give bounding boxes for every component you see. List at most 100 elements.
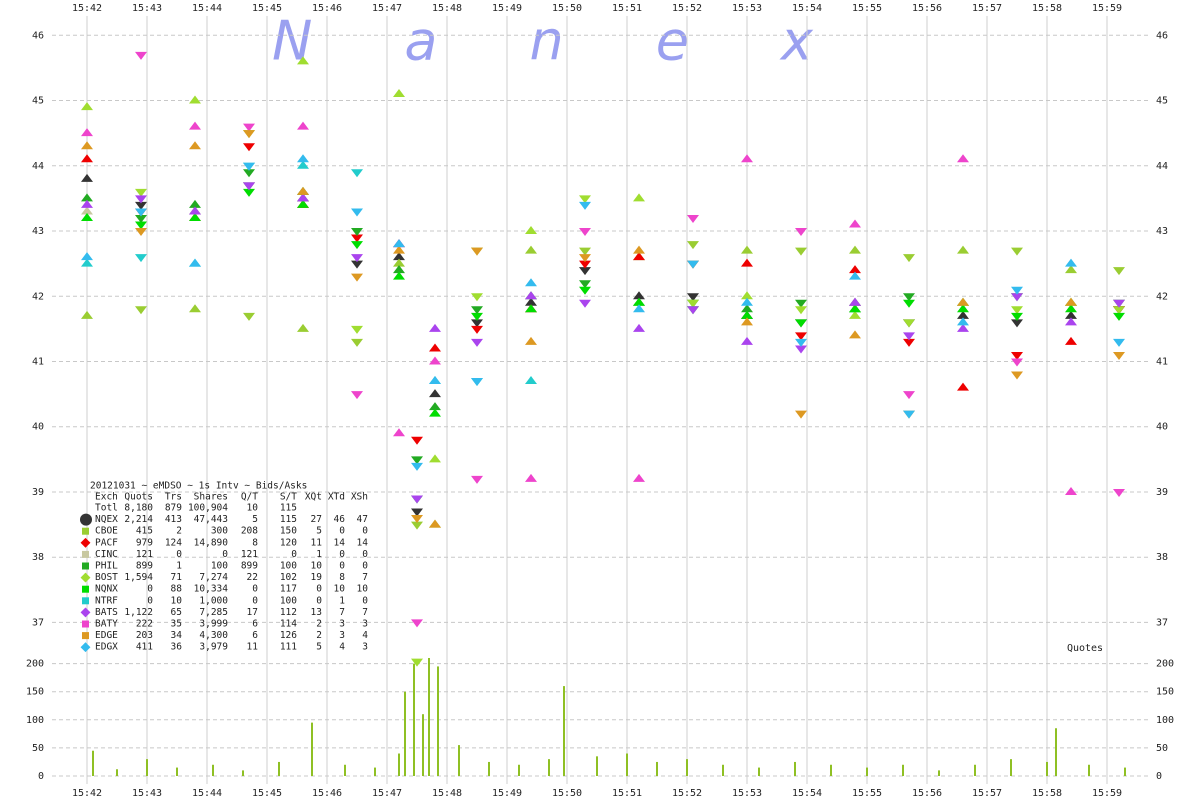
- quote-marker: [351, 260, 363, 269]
- table-cell: 102: [280, 572, 297, 583]
- table-cell: 27: [311, 514, 322, 525]
- quote-marker: [297, 121, 309, 130]
- x-tick-label: 15:52: [672, 3, 702, 14]
- bar: [488, 761, 490, 776]
- table-cell: 0: [252, 595, 258, 606]
- row-label: Totl: [95, 503, 118, 514]
- y-tick-label: 200: [26, 659, 44, 670]
- x-tick-label: 15:43: [132, 788, 162, 799]
- x-tick-label: 15:44: [192, 788, 222, 799]
- quote-marker: [687, 293, 699, 302]
- table-cell: 111: [280, 642, 297, 653]
- bar: [722, 764, 724, 776]
- quote-marker: [411, 521, 423, 530]
- y-tick-label: 0: [1156, 771, 1162, 782]
- chart-label: Quotes: [1067, 643, 1103, 654]
- y-tick-label: 44: [32, 161, 44, 172]
- quote-marker: [903, 293, 915, 302]
- quote-marker: [795, 306, 807, 315]
- quote-marker: [351, 208, 363, 217]
- y-tick-label: 45: [1156, 96, 1168, 107]
- row-label: EDGE: [95, 630, 118, 641]
- column-header: S/T: [280, 492, 297, 503]
- y-tick-label: 37: [1156, 617, 1168, 628]
- bar: [422, 714, 424, 776]
- y-tick-label: 38: [32, 552, 44, 563]
- quote-marker: [297, 186, 309, 195]
- quote-marker: [957, 323, 969, 332]
- table-cell: 0: [252, 584, 258, 595]
- column-header: Trs: [165, 492, 182, 503]
- y-tick-label: 42: [32, 291, 44, 302]
- y-tick-label: 37: [32, 617, 44, 628]
- quote-marker: [1011, 247, 1023, 256]
- table-cell: 3,999: [199, 619, 228, 630]
- quote-marker: [1113, 299, 1125, 308]
- table-cell: 2,214: [124, 514, 153, 525]
- quote-marker: [471, 475, 483, 484]
- column-header: Q/T: [241, 492, 258, 503]
- quote-marker: [741, 317, 753, 326]
- quote-marker: [351, 273, 363, 282]
- quote-marker: [1065, 258, 1077, 267]
- x-tick-label: 15:51: [612, 788, 642, 799]
- legend-marker: [80, 572, 91, 583]
- quote-marker: [579, 201, 591, 210]
- table-cell: 13: [311, 607, 322, 618]
- quote-marker: [579, 286, 591, 295]
- quote-marker: [411, 456, 423, 465]
- table-cell: 1,122: [124, 607, 153, 618]
- x-tick-label: 15:54: [792, 788, 822, 799]
- quote-marker: [903, 391, 915, 400]
- quote-marker: [429, 323, 441, 332]
- bar: [428, 658, 430, 776]
- quote-marker: [1065, 304, 1077, 313]
- bar: [656, 761, 658, 776]
- table-cell: 1: [339, 595, 345, 606]
- table-cell: 7: [339, 607, 345, 618]
- bar: [344, 764, 346, 776]
- table-cell: 47: [357, 514, 368, 525]
- table-cell: 979: [136, 537, 153, 548]
- quote-marker: [393, 428, 405, 437]
- table-cell: 35: [171, 619, 182, 630]
- x-tick-label: 15:48: [432, 3, 462, 14]
- bar: [938, 770, 940, 776]
- quote-marker: [525, 297, 537, 306]
- quote-marker: [741, 291, 753, 300]
- x-tick-label: 15:54: [792, 3, 822, 14]
- quote-marker: [741, 304, 753, 313]
- quote-marker: [243, 182, 255, 191]
- bar: [146, 759, 148, 776]
- table-cell: 0: [339, 561, 345, 572]
- quote-marker: [687, 299, 699, 308]
- column-header: Exch: [95, 492, 118, 503]
- table-cell: 10: [247, 503, 259, 514]
- y-tick-label: 41: [1156, 356, 1168, 367]
- quote-marker: [1113, 338, 1125, 347]
- table-cell: 0: [147, 595, 153, 606]
- quote-marker: [393, 89, 405, 98]
- x-tick-label: 15:59: [1092, 3, 1122, 14]
- bar: [563, 686, 565, 776]
- table-cell: 0: [362, 561, 368, 572]
- quote-marker: [411, 436, 423, 445]
- quote-marker: [297, 160, 309, 169]
- quote-marker: [351, 338, 363, 347]
- y-tick-label: 40: [32, 422, 44, 433]
- quote-marker: [849, 219, 861, 228]
- row-label: NQNX: [95, 584, 118, 595]
- row-label: EDGX: [95, 642, 118, 653]
- quote-marker: [429, 389, 441, 398]
- table-cell: 3,979: [199, 642, 228, 653]
- table-cell: 0: [362, 595, 368, 606]
- quote-marker: [903, 319, 915, 328]
- row-label: NQEX: [95, 514, 118, 525]
- table-cell: 14,890: [194, 537, 229, 548]
- x-tick-label: 15:56: [912, 788, 942, 799]
- quote-marker: [429, 519, 441, 528]
- table-cell: 88: [171, 584, 183, 595]
- table-cell: 14: [357, 537, 369, 548]
- y-tick-label: 41: [32, 356, 44, 367]
- bar: [437, 666, 439, 776]
